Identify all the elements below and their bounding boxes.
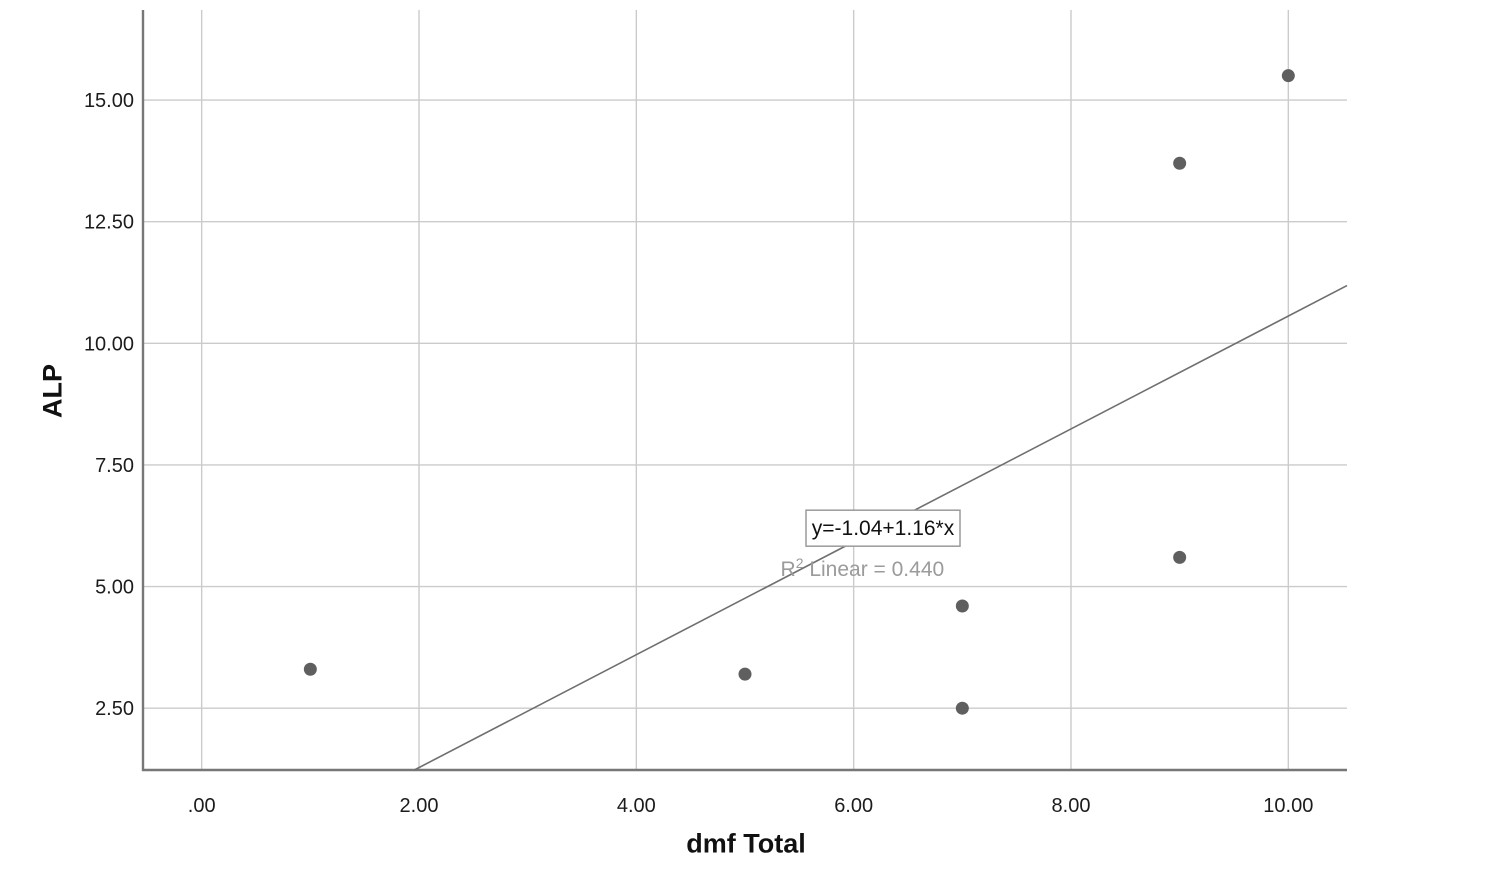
x-tick-label: .00 xyxy=(188,795,216,817)
y-tick-label: 5.00 xyxy=(95,577,134,599)
x-tick-label: 4.00 xyxy=(617,795,656,817)
y-tick-label: 15.00 xyxy=(84,90,134,112)
equation-label: y=-1.04+1.16*x xyxy=(812,517,955,540)
y-axis-title: ALP xyxy=(37,364,68,418)
data-point xyxy=(1173,550,1187,564)
x-tick-label: 10.00 xyxy=(1263,795,1313,817)
x-axis-title: dmf Total xyxy=(686,828,806,859)
y-tick-label: 12.50 xyxy=(84,212,134,234)
data-point xyxy=(303,662,317,676)
equation-label-box xyxy=(805,509,961,547)
data-point xyxy=(738,667,752,681)
data-point xyxy=(1281,69,1295,83)
data-point xyxy=(1173,156,1187,170)
x-tick-label: 2.00 xyxy=(400,795,439,817)
data-point xyxy=(955,599,969,613)
y-tick-label: 7.50 xyxy=(95,455,134,477)
x-tick-label: 6.00 xyxy=(834,795,873,817)
y-tick-label: 10.00 xyxy=(84,333,134,355)
x-tick-label: 8.00 xyxy=(1052,795,1091,817)
r-squared-label: R2 Linear = 0.440 xyxy=(781,555,945,581)
data-point xyxy=(955,701,969,715)
y-tick-label: 2.50 xyxy=(95,698,134,720)
